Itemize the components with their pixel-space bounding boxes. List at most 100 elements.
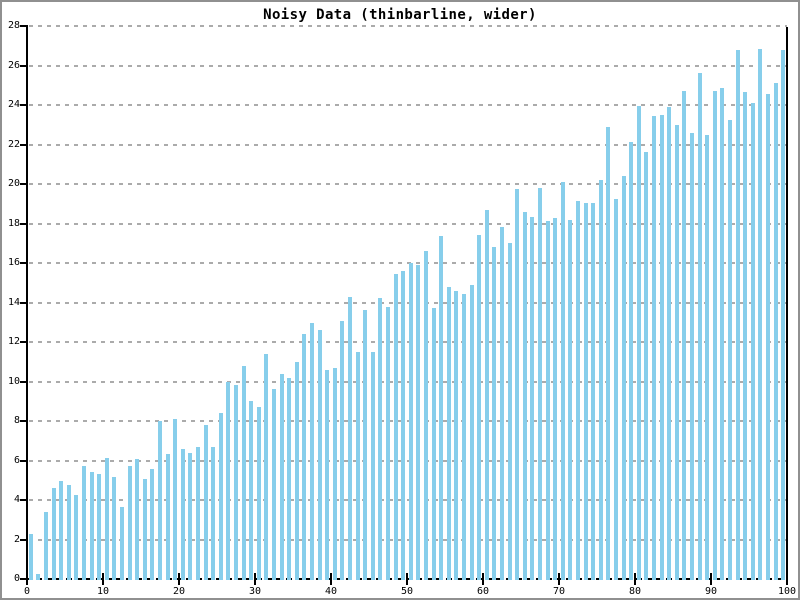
- bar: [165, 453, 170, 580]
- gridline: [29, 104, 787, 106]
- bar: [484, 209, 489, 580]
- x-tick-label: 10: [96, 586, 110, 597]
- bar: [424, 251, 428, 580]
- y-tick-label: 2: [13, 533, 20, 545]
- bar: [142, 479, 147, 580]
- gridline: [29, 64, 787, 67]
- bar: [340, 321, 345, 580]
- bar: [522, 211, 527, 580]
- gridline: [29, 499, 787, 501]
- y-tick-label: 16: [7, 257, 20, 268]
- bar: [553, 217, 558, 580]
- y-tick-label: 8: [13, 415, 20, 426]
- gridline: [29, 341, 787, 343]
- x-tick-label: 40: [324, 586, 338, 597]
- bar: [104, 457, 109, 580]
- gridline: [29, 420, 787, 422]
- y-tick: [20, 262, 27, 264]
- bar: [302, 334, 307, 580]
- bar: [629, 141, 634, 580]
- bar: [477, 235, 482, 580]
- bar: [370, 351, 375, 580]
- bar: [51, 488, 56, 580]
- bar: [363, 310, 368, 580]
- bar: [401, 270, 406, 580]
- bar: [393, 273, 398, 580]
- bar: [188, 452, 193, 580]
- gridline: [29, 380, 787, 383]
- x-tick-label: 20: [172, 586, 186, 597]
- y-tick-label: 24: [7, 99, 20, 110]
- x-tick: [406, 573, 408, 585]
- y-axis-line: [26, 25, 28, 580]
- bar: [469, 284, 474, 580]
- bar: [560, 182, 565, 580]
- y-tick-label: 20: [7, 178, 20, 189]
- bar: [203, 424, 208, 580]
- bar: [135, 458, 140, 580]
- x-tick-label: 100: [777, 586, 797, 597]
- x-tick: [254, 573, 256, 585]
- bar: [636, 105, 641, 580]
- bar: [652, 115, 656, 580]
- gridline: [29, 222, 787, 225]
- x-tick: [178, 573, 180, 585]
- y-tick-label: 18: [7, 217, 20, 229]
- bar: [28, 533, 33, 580]
- bar: [530, 216, 535, 580]
- y-tick: [20, 538, 27, 541]
- bar: [507, 243, 512, 580]
- x-tick-label: 80: [628, 586, 642, 597]
- y-tick-label: 4: [13, 494, 20, 505]
- bar: [59, 481, 64, 580]
- x-tick: [710, 573, 712, 585]
- bar: [568, 219, 573, 580]
- bar: [674, 124, 679, 580]
- bar: [538, 187, 542, 580]
- bar: [120, 506, 124, 580]
- y-tick: [20, 578, 27, 580]
- bar: [515, 188, 520, 580]
- bar: [317, 330, 322, 580]
- bar: [89, 472, 94, 580]
- bar: [492, 247, 497, 580]
- bar: [606, 126, 611, 580]
- y-tick: [20, 64, 27, 67]
- bar: [234, 385, 238, 580]
- bar: [621, 176, 626, 580]
- gridline: [29, 183, 787, 185]
- bar: [735, 49, 740, 580]
- bar: [82, 466, 86, 580]
- bar: [446, 286, 451, 580]
- gridline: [29, 143, 787, 146]
- chart-title: Noisy Data (thinbarline, wider): [263, 7, 537, 23]
- bar: [758, 48, 763, 580]
- x-tick: [26, 573, 28, 585]
- bar: [150, 469, 155, 580]
- bar: [614, 198, 618, 580]
- y-tick: [20, 143, 27, 146]
- bar: [180, 448, 185, 580]
- x-tick: [786, 573, 788, 585]
- x-tick-label: 70: [552, 586, 566, 597]
- y-tick-label: 14: [7, 296, 20, 308]
- bar: [705, 134, 710, 580]
- bar: [591, 202, 596, 580]
- bar: [690, 132, 694, 580]
- x-tick: [482, 573, 484, 585]
- bar: [97, 474, 102, 580]
- y-tick-label: 6: [13, 454, 20, 466]
- y-tick: [20, 301, 27, 304]
- bar: [127, 466, 132, 580]
- gridline: [29, 459, 787, 462]
- bar: [279, 373, 284, 580]
- bar: [644, 152, 649, 580]
- x-tick: [102, 573, 104, 585]
- y-tick: [20, 459, 27, 462]
- x-tick: [330, 573, 332, 585]
- bar: [454, 290, 459, 580]
- y-tick: [20, 25, 27, 27]
- bar: [112, 477, 117, 580]
- bar: [211, 446, 216, 580]
- bar: [36, 574, 41, 580]
